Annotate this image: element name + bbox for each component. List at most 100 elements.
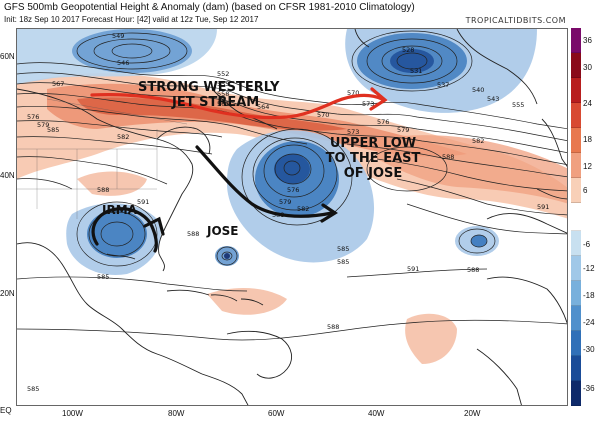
negative-anomaly-irma-core	[87, 210, 147, 258]
contour-label: 582	[472, 137, 484, 145]
contour-label: 543	[487, 95, 499, 103]
height-anomaly-map: 546 549 552 555 558 561 564 567 570 573 …	[16, 28, 568, 406]
colorbar-segment	[571, 331, 581, 356]
negative-anomaly-east-low-core	[471, 235, 487, 247]
colorbar-label: 6	[583, 186, 588, 195]
contour-label: 585	[337, 258, 349, 266]
lon-label: 80W	[168, 409, 185, 418]
colorbar-label: 12	[583, 162, 592, 171]
contour-label: 588	[467, 266, 479, 274]
colorbar-segment	[571, 178, 581, 203]
colorbar-segment	[571, 203, 581, 231]
contour-label: 591	[407, 265, 419, 273]
lat-label: 20N	[0, 289, 15, 298]
contour-label: 579	[279, 198, 291, 206]
contour-label: 576	[377, 118, 389, 126]
colorbar-segment	[571, 356, 581, 381]
positive-anomaly-strong	[77, 97, 347, 131]
contour-label: 588	[97, 186, 109, 194]
contour-label: 567	[52, 80, 64, 88]
contour-label: 585	[337, 245, 349, 253]
irma-track	[91, 207, 158, 253]
borders	[17, 98, 188, 219]
contour-labels: 546 549 552 555 558 561 564 567 570 573 …	[27, 32, 549, 393]
positive-anomaly-caribbean	[207, 287, 287, 315]
contour-label: 537	[437, 81, 449, 89]
colorbar-segment	[571, 306, 581, 331]
contour-label: 555	[217, 80, 229, 88]
contour-label: 588	[442, 153, 454, 161]
lat-label: 40N	[0, 171, 15, 180]
colorbar-label: -30	[583, 345, 595, 354]
contour-label: 582	[117, 133, 129, 141]
lon-label: 100W	[62, 409, 83, 418]
contour-label: 564	[257, 103, 269, 111]
negative-anomaly-upper-low-center	[274, 154, 310, 184]
contour-label: 549	[112, 32, 124, 40]
colorbar-label: -36	[583, 384, 595, 393]
contour-label: 585	[97, 273, 109, 281]
jose-label: JOSE	[207, 224, 239, 238]
contour-label: 588	[187, 230, 199, 238]
contour-label: 546	[117, 59, 129, 67]
height-contours	[17, 30, 567, 341]
contour-label: 576	[27, 113, 39, 121]
contour-label: 579	[397, 126, 409, 134]
colorbar-label: -18	[583, 291, 595, 300]
irma-label: IRMA	[102, 203, 137, 217]
colorbar-segment	[571, 381, 581, 406]
upper-low-label: UPPER LOW TO THE EAST OF JOSE	[325, 136, 421, 181]
contour-label: 588	[327, 323, 339, 331]
contour-label: 555	[512, 101, 524, 109]
anomaly-colorbar	[571, 28, 581, 406]
lat-label: 60N	[0, 52, 15, 61]
positive-anomaly-gulf	[77, 171, 147, 196]
colorbar-label: -6	[583, 240, 591, 249]
positive-anomaly-south	[405, 313, 457, 364]
contour-label: 591	[137, 198, 149, 206]
negative-anomaly-na-center	[390, 49, 434, 73]
contour-label: 585	[27, 385, 39, 393]
lat-label: EQ	[0, 406, 12, 415]
contour-label: 576	[287, 186, 299, 194]
forecast-info: Init: 18z Sep 10 2017 Forecast Hour: [42…	[4, 15, 259, 24]
contour-label: 561	[217, 100, 229, 108]
map-title: GFS 500mb Geopotential Height & Anomaly …	[4, 2, 415, 13]
contour-label: 573	[347, 128, 359, 136]
colorbar-segment	[571, 103, 581, 128]
colorbar-segment	[571, 256, 581, 281]
contour-label: 528	[402, 46, 414, 54]
lon-label: 40W	[368, 409, 385, 418]
colorbar-segment	[571, 153, 581, 178]
negative-anomaly-canada-core	[72, 29, 192, 73]
contour-label: 570	[347, 89, 359, 97]
colorbar-label: -24	[583, 318, 595, 327]
colorbar-label: 24	[583, 99, 592, 108]
contour-label: 573	[362, 100, 374, 108]
track-arrows	[91, 145, 338, 253]
jose-center	[224, 253, 230, 259]
lon-label: 20W	[464, 409, 481, 418]
colorbar-label: -12	[583, 264, 595, 273]
colorbar-label: 36	[583, 36, 592, 45]
contour-label: 558	[217, 90, 229, 98]
contour-label: 540	[472, 86, 484, 94]
contour-label: 579	[37, 121, 49, 129]
colorbar-segment	[571, 53, 581, 78]
colorbar-segment	[571, 28, 581, 53]
colorbar-segment	[571, 128, 581, 153]
colorbar-label: 18	[583, 135, 592, 144]
colorbar-segment	[571, 78, 581, 103]
contour-label: 531	[410, 67, 422, 75]
contour-label: 585	[47, 126, 59, 134]
lon-label: 60W	[268, 409, 285, 418]
contour-label: 591	[537, 203, 549, 211]
colorbar-label: 30	[583, 63, 592, 72]
contour-label: 570	[317, 111, 329, 119]
site-brand[interactable]: TROPICALTIDBITS.COM	[465, 16, 566, 25]
jet-stream-label: STRONG WESTERLY JET STREAM	[138, 80, 280, 110]
contour-label: 552	[217, 70, 229, 78]
jet-stream-arrow	[90, 87, 388, 120]
contour-label: 582	[297, 205, 309, 213]
map-canvas: 546 549 552 555 558 561 564 567 570 573 …	[17, 29, 567, 405]
